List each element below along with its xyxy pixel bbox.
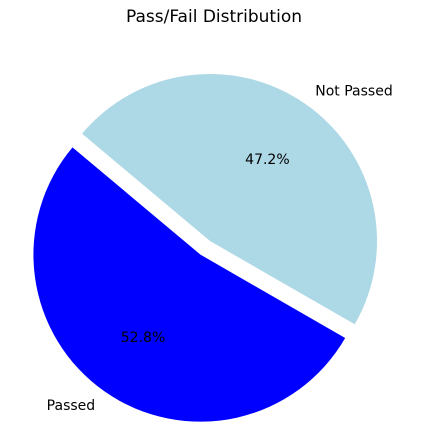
pie-slices	[33, 74, 377, 422]
chart-title: Pass/Fail Distribution	[126, 7, 302, 27]
percent-label-not-passed: 47.2%	[245, 152, 289, 168]
slice-label-passed: Passed	[47, 398, 95, 414]
pie-slice-not-passed	[82, 74, 377, 325]
slice-label-not-passed: Not Passed	[315, 83, 392, 99]
pie-labels: Passed 52.8% Not Passed 47.2%	[47, 83, 393, 414]
percent-label-passed: 52.8%	[121, 330, 165, 346]
pie-slice-passed	[33, 147, 346, 422]
